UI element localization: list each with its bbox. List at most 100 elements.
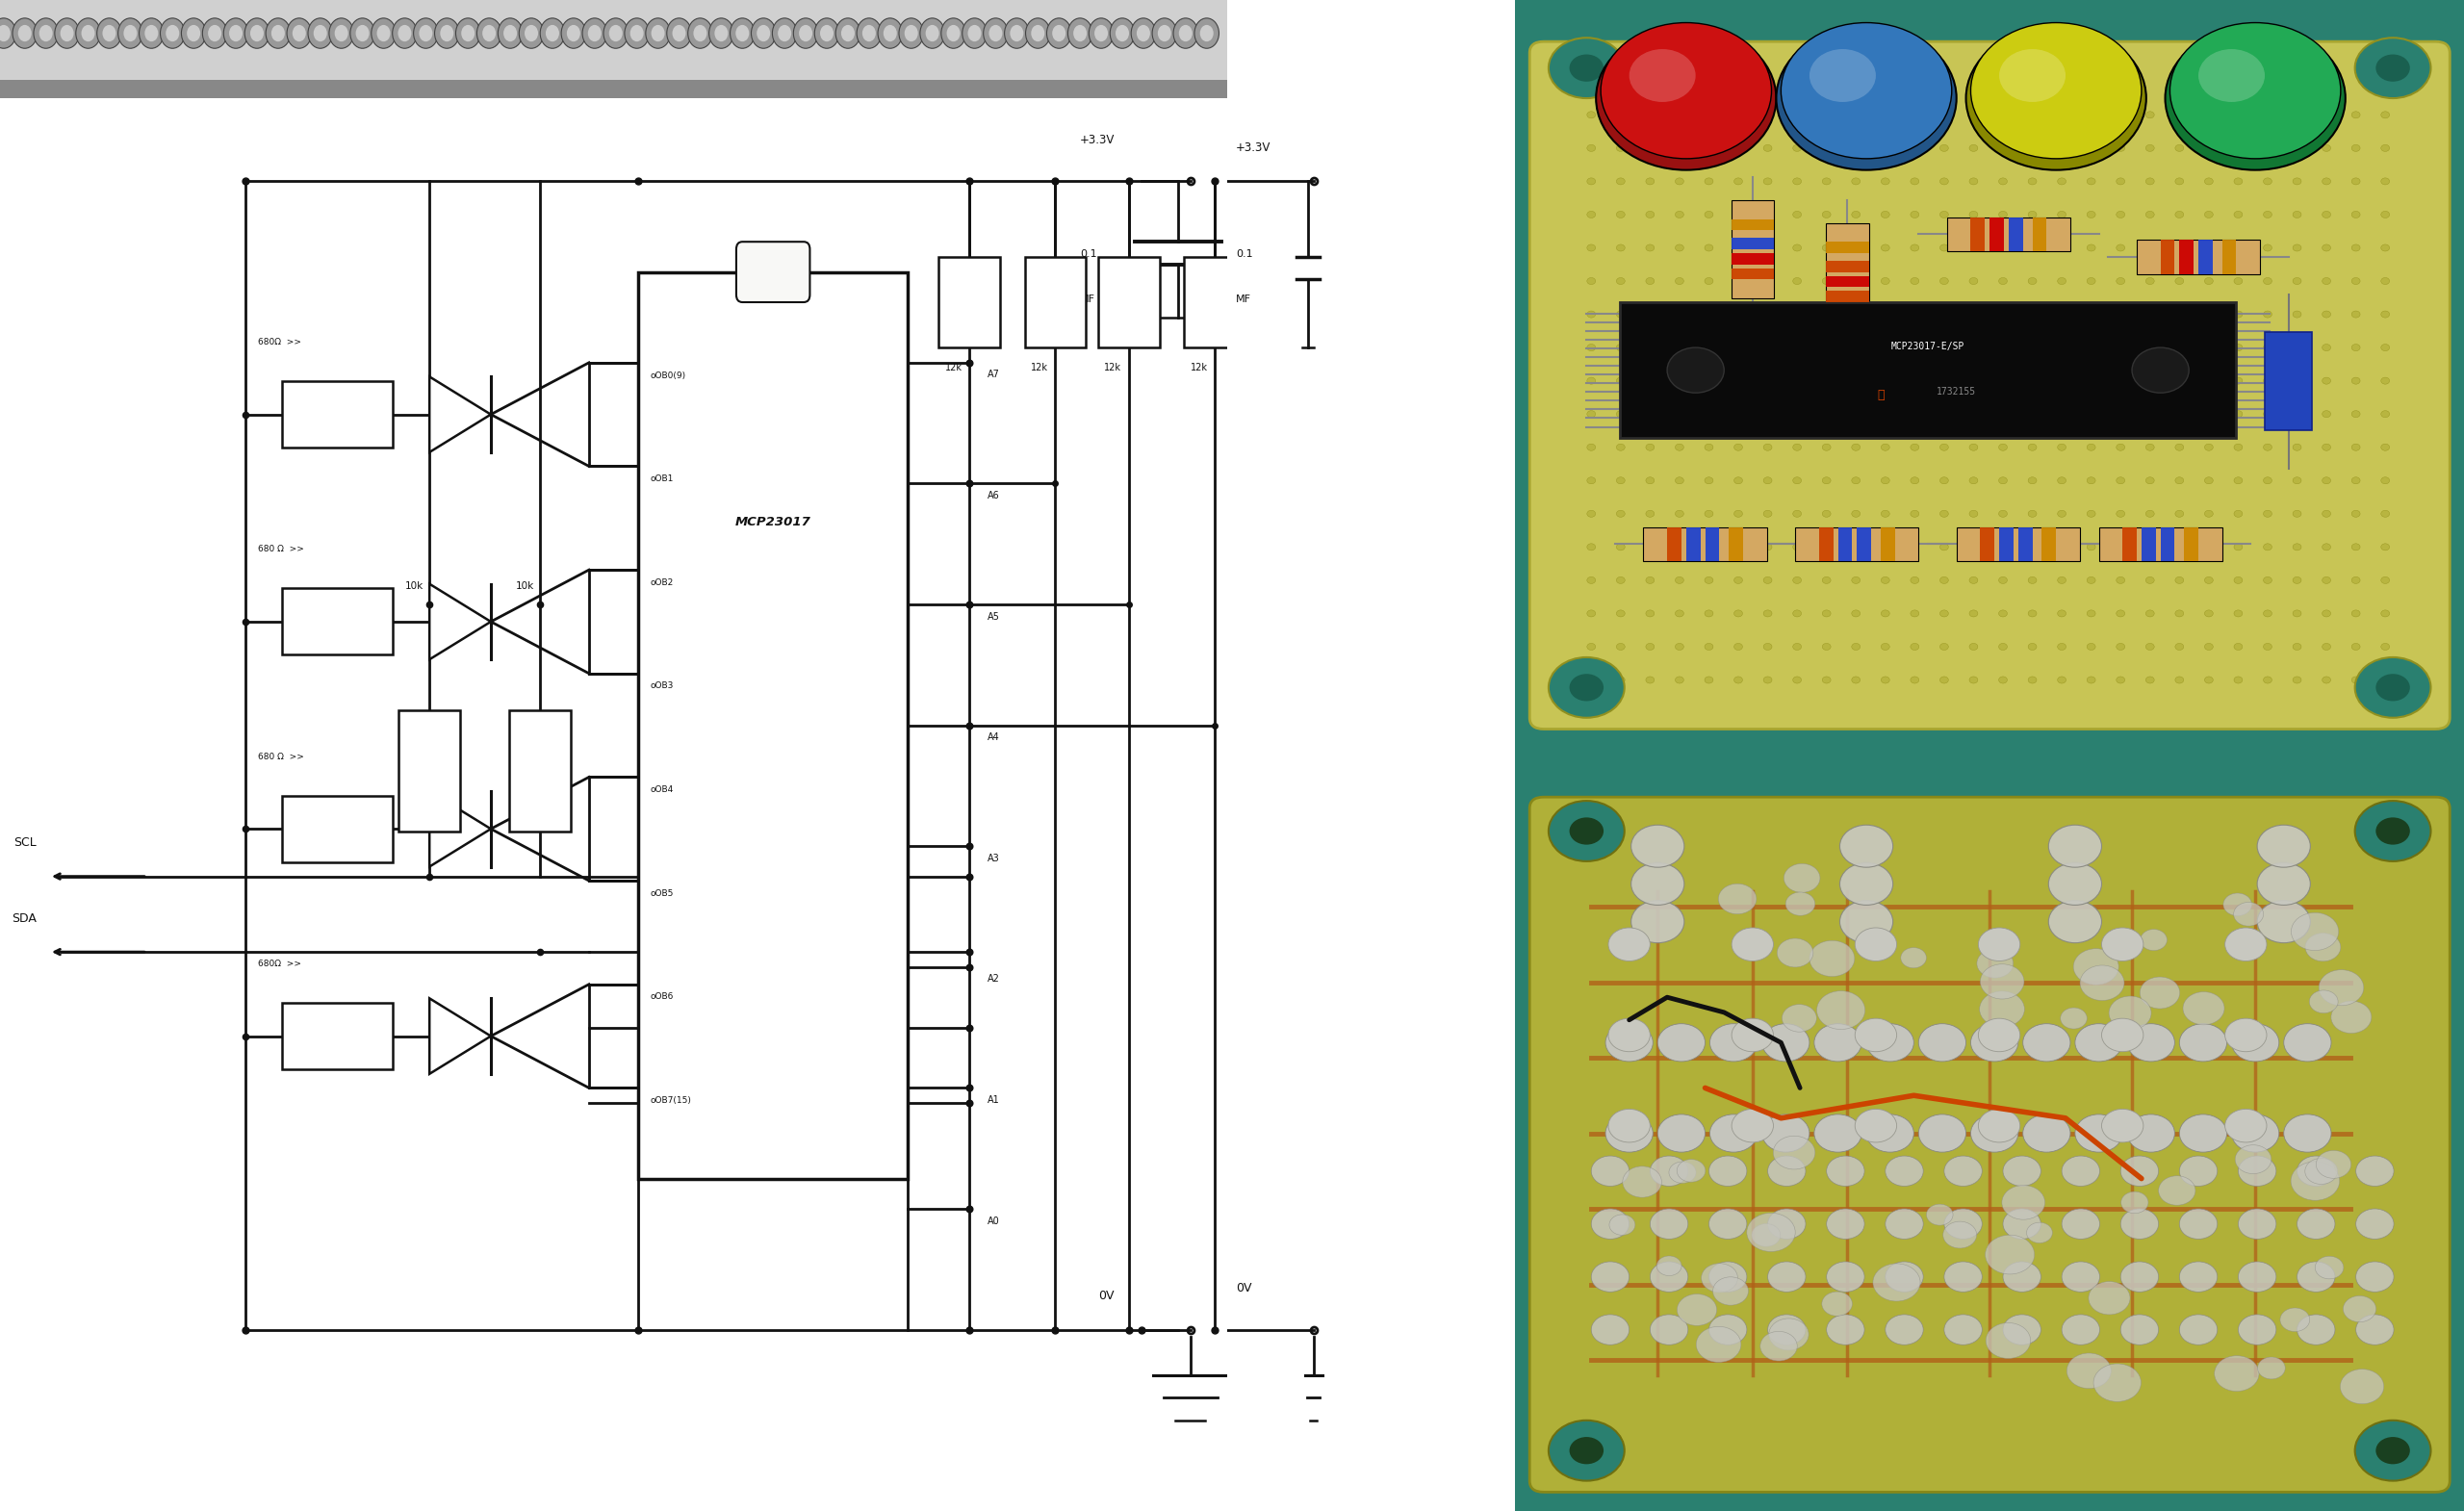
Circle shape [1910,411,1919,417]
Circle shape [1969,145,1979,151]
Circle shape [2316,1150,2351,1179]
Circle shape [1880,112,1890,118]
Circle shape [2146,644,2154,650]
Circle shape [2380,511,2390,517]
Circle shape [2117,644,2124,650]
Circle shape [2205,245,2213,251]
Circle shape [1764,245,1772,251]
Circle shape [1705,477,1712,484]
Circle shape [2237,1315,2277,1345]
Circle shape [2351,245,2361,251]
Circle shape [2001,1185,2045,1219]
Bar [1826,260,1868,272]
Circle shape [1592,1209,1629,1239]
Bar [1971,218,1986,251]
Circle shape [1998,577,2008,583]
Circle shape [1658,1024,1705,1061]
Bar [2136,240,2259,273]
Circle shape [2062,1315,2099,1345]
Circle shape [1880,444,1890,450]
Circle shape [1668,348,1725,393]
Circle shape [1587,345,1597,351]
Circle shape [1710,1209,1747,1239]
Circle shape [771,18,796,48]
Circle shape [2117,112,2124,118]
Circle shape [2178,1209,2218,1239]
Circle shape [2321,212,2331,218]
Circle shape [271,24,286,41]
Circle shape [1823,511,1831,517]
Circle shape [1676,212,1683,218]
Circle shape [2146,311,2154,317]
Circle shape [1969,477,1979,484]
Circle shape [1969,544,1979,550]
Circle shape [2057,411,2065,417]
Circle shape [1809,50,1875,103]
Circle shape [1910,644,1919,650]
Circle shape [414,18,439,48]
Circle shape [2235,245,2242,251]
Circle shape [1850,577,1860,583]
Circle shape [2321,577,2331,583]
Circle shape [1927,1204,1954,1225]
Circle shape [1794,511,1801,517]
Circle shape [1607,1115,1653,1151]
Circle shape [2028,511,2038,517]
Circle shape [1966,26,2146,171]
Circle shape [123,24,138,41]
Circle shape [2306,934,2341,961]
Circle shape [2356,1156,2395,1186]
Circle shape [1547,801,1624,861]
Circle shape [525,24,537,41]
Circle shape [1710,1262,1747,1292]
Circle shape [1597,26,1777,171]
Circle shape [224,18,249,48]
Circle shape [1781,1005,1816,1032]
Circle shape [2351,677,2361,683]
Circle shape [2028,278,2038,284]
Circle shape [1969,278,1979,284]
Circle shape [1939,644,1949,650]
Circle shape [2351,577,2361,583]
Circle shape [1764,677,1772,683]
Circle shape [1592,1156,1629,1186]
Circle shape [692,24,707,41]
Circle shape [1944,1156,1981,1186]
Circle shape [2205,378,2213,384]
Text: A5: A5 [988,612,1000,621]
Circle shape [609,24,623,41]
Circle shape [1850,245,1860,251]
Circle shape [1823,311,1831,317]
Circle shape [2028,345,2038,351]
Circle shape [2146,345,2154,351]
Circle shape [2176,677,2183,683]
Circle shape [1631,825,1685,867]
Circle shape [2057,677,2065,683]
Circle shape [2351,411,2361,417]
Circle shape [1592,1315,1629,1345]
Circle shape [1919,1024,1966,1061]
Circle shape [1587,212,1597,218]
Circle shape [2122,1156,2158,1186]
Circle shape [2356,1420,2432,1481]
Bar [1705,527,1720,561]
Circle shape [1998,544,2008,550]
Circle shape [1705,245,1712,251]
Text: A7: A7 [988,370,1000,379]
Circle shape [1823,577,1831,583]
Circle shape [2183,991,2225,1024]
Circle shape [2057,145,2065,151]
Circle shape [503,24,517,41]
Circle shape [2117,610,2124,616]
Circle shape [1880,677,1890,683]
Circle shape [1646,245,1653,251]
Circle shape [1705,212,1712,218]
Circle shape [2060,1008,2087,1029]
Circle shape [2057,444,2065,450]
Circle shape [1814,1024,1863,1061]
Circle shape [1880,511,1890,517]
Circle shape [145,24,158,41]
Circle shape [1969,677,1979,683]
Circle shape [2028,444,2038,450]
Circle shape [941,18,966,48]
